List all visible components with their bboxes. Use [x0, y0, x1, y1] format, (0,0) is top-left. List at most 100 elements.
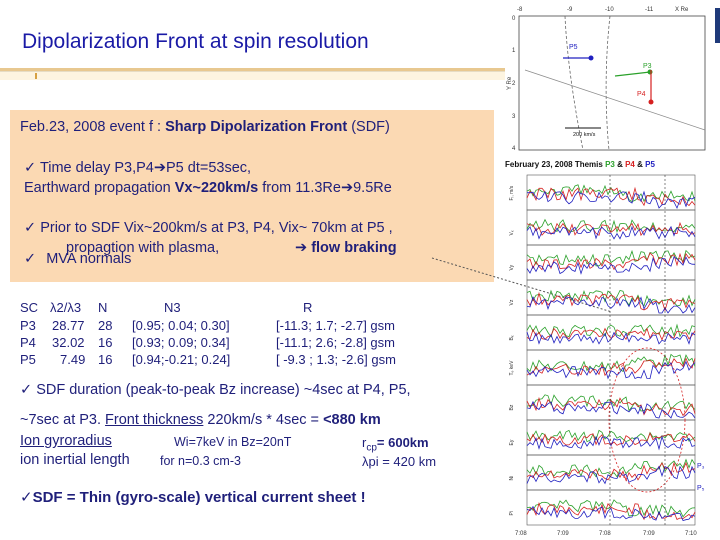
orbit-xtick: -9: [567, 7, 573, 13]
gyro-value: = 600km: [376, 435, 429, 450]
slider-bar: [0, 71, 505, 80]
trace-p4: [526, 291, 696, 312]
probe-p5-label: P5: [569, 44, 578, 51]
gyro-label: Ion gyroradius: [20, 433, 112, 449]
panel-label: Bₓ: [509, 335, 515, 340]
speed-label: 200 km/s: [573, 132, 596, 138]
time-delay-text-b: P5 dt=53sec,: [166, 160, 252, 176]
probe-p3-label: P3: [643, 63, 652, 70]
thickness-c: 220km/s * 4sec =: [203, 412, 324, 428]
table-cell: 32.02: [52, 335, 85, 350]
figure-panel: -8 -9 -10 -11 X Re 0 1 2 3 4 Y Re P5 P3 …: [505, 7, 706, 537]
orbit-xtick: -10: [605, 7, 614, 13]
check-icon: ✓: [20, 382, 33, 398]
table-cell: 7.49: [60, 352, 86, 367]
panel-label: Pi: [509, 511, 515, 515]
trace-p5: [526, 225, 696, 240]
side-label: P₃: [697, 463, 705, 470]
ts-probe-p4: P4: [625, 160, 635, 169]
duration-text: SDF duration (peak-to-peak Bz increase) …: [36, 382, 411, 398]
orbit-xtick: -8: [517, 7, 523, 13]
mva-heading: MVA normals: [46, 251, 132, 267]
duration-line: ✓ SDF duration (peak-to-peak Bz increase…: [20, 382, 411, 398]
conclusion-text: SDF = Thin (gyro-scale) vertical current…: [32, 489, 366, 506]
trace-p5: [526, 360, 696, 380]
panel-label: Fᵢ, m/s: [509, 185, 515, 200]
table-cell: [-11.1; 2.6; -2.8] gsm: [276, 335, 395, 350]
time-tick: 7:08: [515, 531, 527, 537]
ts-amp: &: [635, 160, 645, 169]
trace-p5: [526, 465, 696, 485]
panel-label: Vz: [509, 299, 515, 305]
panel-label: Vₓ: [509, 230, 515, 235]
th-sc: SC: [20, 300, 39, 315]
ts-header: February 23, 2008 Themis P3 & P4 & P5: [505, 160, 655, 169]
inertial-value: λpi = 420 km: [362, 454, 437, 469]
trace-p5: [526, 400, 696, 419]
propagation-from: from 11.3Re: [258, 180, 341, 196]
probe-p4-label: P4: [637, 91, 646, 98]
time-tick: 7:09: [557, 531, 569, 537]
trace-p4: [526, 221, 696, 237]
panel-label: Tₑ keV: [509, 360, 515, 376]
slider-tick: [35, 73, 37, 79]
gyro-result: rcp= 600km: [362, 435, 429, 454]
gyro-condition: Wi=7keV in Bz=20nT: [174, 435, 292, 449]
inertial-condition: for n=0.3 cm-3: [160, 454, 241, 468]
highlight-ellipse: [608, 347, 686, 493]
orbit-ytick: 4: [512, 146, 516, 152]
boundary-curve: [564, 15, 584, 151]
orbit-ytick: 1: [512, 48, 516, 54]
accent-bar: [715, 8, 720, 43]
slide-title: Dipolarization Front at spin resolution: [22, 30, 369, 53]
orbit-xlabel: X Re: [675, 7, 689, 13]
p4-marker: [648, 99, 654, 105]
table-cell: [0.94;-0.21; 0.24]: [132, 352, 231, 367]
gyro-r: r: [362, 435, 367, 450]
trace-p4: [526, 357, 696, 377]
table-cell: [-11.3; 1.7; -2.7] gsm: [276, 318, 395, 333]
th-r: R: [303, 300, 313, 315]
th-lambda: λ2/λ3: [50, 300, 82, 315]
event-bold: Sharp Dipolarization Front: [165, 119, 348, 135]
thickness-a: ~7sec at P3.: [20, 412, 106, 428]
trace-p4: [526, 327, 696, 341]
thickness-line: ~7sec at P3. Front thickness 220km/s * 4…: [20, 412, 381, 428]
table-cell: 28.77: [52, 318, 85, 333]
trace-p3: [526, 353, 696, 373]
trace-p3: [526, 249, 696, 267]
ts-probe-p3: P3: [605, 160, 615, 169]
table-cell: [0.93; 0.09; 0.34]: [132, 335, 230, 350]
panel-frame: [526, 209, 696, 246]
propagation-text: Earthward propagation: [24, 180, 175, 196]
orbit-ytick: 2: [512, 81, 516, 87]
trace-p5: [526, 190, 696, 210]
arrow-icon: ➔: [340, 180, 354, 196]
connector-line: [431, 257, 613, 313]
trace-p5: [526, 331, 696, 345]
th-n: N: [98, 300, 108, 315]
ts-amp: &: [615, 160, 625, 169]
event-suffix: (SDF): [347, 119, 390, 135]
th-n3: N3: [164, 300, 181, 315]
check-icon: ✓: [24, 251, 37, 267]
table-cell: P5: [20, 352, 36, 367]
prior-line: ✓ Prior to SDF Vix~200km/s at P3, P4, Vi…: [24, 220, 393, 236]
event-line: Feb.23, 2008 event f : Sharp Dipolarizat…: [20, 119, 390, 135]
time-delay-text: Time delay P3,P4: [39, 160, 154, 176]
trace-p5: [526, 295, 696, 314]
panel-label: Ey: [509, 439, 515, 445]
panel-frame: [526, 454, 696, 491]
check-icon: ✓: [24, 220, 37, 236]
panel-frame: [526, 174, 696, 211]
event-prefix: Feb.23, 2008 event f :: [20, 119, 166, 135]
p5-marker: [588, 55, 594, 61]
check-icon: ✓: [20, 488, 33, 506]
p3-marker: [647, 69, 653, 75]
trace-p3: [526, 394, 696, 412]
time-tick: 7:10: [685, 531, 697, 537]
prior-text: Prior to SDF Vix~200km/s at P3, P4, Vix~…: [40, 220, 393, 236]
front-line: [524, 69, 706, 131]
panel-frame: [526, 279, 696, 316]
title-underline: [0, 68, 505, 71]
